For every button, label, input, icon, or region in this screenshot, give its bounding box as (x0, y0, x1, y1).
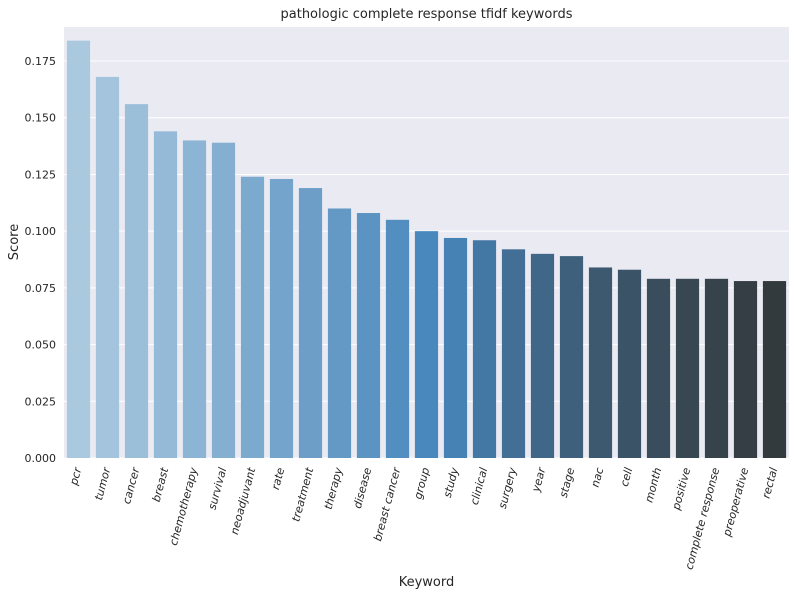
x-tick-label: therapy (322, 466, 346, 511)
x-tick-label: pcr (67, 465, 85, 488)
bar-rectal (762, 281, 787, 458)
bar-clinical (472, 240, 497, 458)
x-tick-label: tumor (92, 465, 114, 502)
y-axis-label: Score (7, 224, 22, 260)
x-tick-label: preoperative (720, 466, 751, 539)
y-tick-labels: 0.000 0.025 0.050 0.075 0.100 0.125 0.150 0.175 (25, 55, 57, 465)
x-tick-label: clinical (468, 466, 490, 506)
x-tick-label: month (642, 466, 664, 504)
bar-pcr (66, 40, 91, 458)
bar-tumor (95, 76, 120, 458)
bar-cell (617, 269, 642, 458)
bar-breast (153, 131, 178, 459)
x-tick-label: cancer (120, 465, 143, 506)
bar-year (530, 253, 555, 458)
y-tick-label: 0.050 (25, 339, 57, 352)
x-tick-label: breast cancer (371, 465, 404, 543)
bar-neoadjuvant (240, 176, 265, 458)
y-tick-label: 0.125 (25, 168, 57, 181)
bar-positive (675, 278, 700, 458)
chart-title: pathologic complete response tfidf keywo… (281, 7, 573, 22)
x-tick-label: survival (206, 466, 230, 511)
y-tick-label: 0.100 (25, 225, 57, 238)
x-axis-label: Keyword (399, 575, 455, 590)
x-tick-label: year (529, 465, 549, 494)
bar-breast-cancer (385, 219, 410, 458)
x-tick-label: treatment (289, 466, 316, 524)
x-tick-label: study (441, 466, 462, 499)
x-tick-label: disease (351, 466, 374, 510)
bar-complete-response (704, 278, 729, 458)
x-tick-label: breast (150, 466, 172, 504)
x-tick-label: group (411, 466, 432, 500)
bar-nac (588, 267, 613, 458)
x-tick-label: chemotherapy (167, 466, 200, 547)
bar-group (414, 231, 439, 458)
x-tick-label: positive (669, 466, 693, 512)
bar-chemotherapy (182, 140, 207, 458)
x-tick-label: nac (589, 466, 607, 488)
bar-treatment (298, 188, 323, 458)
bar-preoperative (733, 281, 758, 458)
bar-cancer (124, 104, 149, 458)
bar-survival (211, 142, 236, 459)
bar-study (443, 237, 468, 458)
bar-therapy (327, 208, 352, 458)
x-tick-label: rate (269, 466, 287, 491)
y-tick-label: 0.075 (25, 282, 57, 295)
bars (66, 40, 787, 459)
y-tick-label: 0.025 (25, 395, 57, 408)
x-tick-label: cell (618, 466, 635, 488)
bar-surgery (501, 249, 526, 458)
y-tick-label: 0.150 (25, 112, 57, 125)
bar-disease (356, 213, 381, 458)
bar-rate (269, 178, 294, 459)
bar-stage (559, 256, 584, 458)
x-tick-label: surgery (496, 466, 520, 510)
x-tick-label: neoadjuvant (228, 466, 259, 536)
y-tick-label: 0.175 (25, 55, 57, 68)
x-tick-label: rectal (760, 466, 781, 500)
y-tick-label: 0.000 (25, 452, 57, 465)
bar-month (646, 278, 671, 458)
x-tick-label: stage (557, 466, 578, 499)
